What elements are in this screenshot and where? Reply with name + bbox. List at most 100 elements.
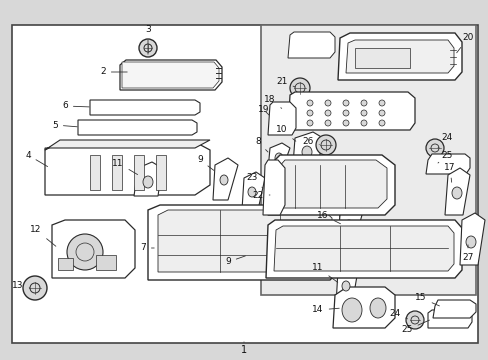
Polygon shape — [332, 287, 394, 328]
Polygon shape — [337, 208, 361, 240]
Text: 22: 22 — [252, 190, 269, 199]
Ellipse shape — [410, 316, 418, 324]
Ellipse shape — [76, 243, 94, 261]
Polygon shape — [134, 155, 143, 190]
Text: 21: 21 — [276, 77, 295, 87]
Ellipse shape — [341, 298, 361, 322]
Text: 10: 10 — [276, 126, 295, 141]
Ellipse shape — [378, 110, 384, 116]
Ellipse shape — [325, 100, 330, 106]
Text: 26: 26 — [302, 138, 319, 147]
Ellipse shape — [302, 146, 311, 158]
Ellipse shape — [143, 44, 152, 52]
Ellipse shape — [294, 83, 305, 93]
Ellipse shape — [451, 187, 461, 199]
FancyBboxPatch shape — [96, 255, 116, 270]
Text: 24: 24 — [437, 134, 452, 148]
Polygon shape — [90, 100, 200, 115]
Polygon shape — [337, 33, 461, 80]
Text: 5: 5 — [52, 121, 77, 130]
Ellipse shape — [342, 110, 348, 116]
Ellipse shape — [247, 187, 256, 197]
Polygon shape — [432, 300, 475, 318]
Text: 25: 25 — [437, 150, 452, 163]
Text: 6: 6 — [62, 102, 89, 111]
Polygon shape — [112, 155, 122, 190]
Ellipse shape — [142, 176, 153, 188]
Polygon shape — [427, 310, 471, 328]
Text: 7: 7 — [140, 243, 154, 252]
Ellipse shape — [369, 298, 385, 318]
Ellipse shape — [465, 236, 475, 248]
Ellipse shape — [220, 175, 227, 185]
Polygon shape — [292, 132, 323, 165]
Text: 14: 14 — [312, 306, 339, 315]
Text: 18: 18 — [264, 95, 281, 108]
Polygon shape — [52, 220, 135, 278]
Ellipse shape — [67, 234, 103, 270]
Text: 15: 15 — [414, 293, 439, 306]
Ellipse shape — [274, 153, 283, 163]
Polygon shape — [263, 160, 285, 215]
Polygon shape — [273, 226, 453, 271]
Polygon shape — [45, 140, 209, 150]
Ellipse shape — [306, 100, 312, 106]
Text: 1: 1 — [241, 342, 246, 355]
Text: 8: 8 — [255, 138, 267, 152]
FancyBboxPatch shape — [261, 25, 475, 295]
Polygon shape — [122, 62, 219, 88]
Ellipse shape — [305, 242, 312, 252]
Ellipse shape — [30, 283, 40, 293]
Ellipse shape — [425, 139, 443, 157]
Polygon shape — [45, 142, 209, 195]
Polygon shape — [459, 213, 484, 265]
FancyBboxPatch shape — [58, 258, 73, 270]
Polygon shape — [287, 32, 334, 58]
Ellipse shape — [378, 100, 384, 106]
Text: 24: 24 — [388, 309, 407, 319]
Polygon shape — [78, 120, 197, 135]
Text: 27: 27 — [461, 245, 473, 262]
Ellipse shape — [320, 140, 330, 150]
Ellipse shape — [360, 120, 366, 126]
Polygon shape — [335, 264, 357, 305]
Ellipse shape — [341, 281, 349, 291]
FancyBboxPatch shape — [354, 48, 409, 68]
Ellipse shape — [23, 276, 47, 300]
Polygon shape — [213, 158, 238, 200]
Text: 17: 17 — [443, 163, 455, 182]
Text: 11: 11 — [312, 264, 337, 282]
Text: 23: 23 — [246, 174, 263, 188]
Ellipse shape — [289, 78, 309, 98]
Polygon shape — [299, 224, 321, 265]
Polygon shape — [275, 160, 386, 208]
Ellipse shape — [306, 120, 312, 126]
Ellipse shape — [343, 220, 353, 232]
Polygon shape — [267, 155, 394, 215]
Text: 19: 19 — [258, 105, 269, 115]
Polygon shape — [90, 155, 100, 190]
Text: 11: 11 — [112, 158, 137, 175]
Polygon shape — [265, 220, 461, 278]
Text: 12: 12 — [30, 225, 56, 246]
Ellipse shape — [378, 120, 384, 126]
Text: 9: 9 — [224, 256, 245, 266]
Ellipse shape — [360, 100, 366, 106]
Ellipse shape — [325, 110, 330, 116]
Polygon shape — [287, 92, 414, 130]
Ellipse shape — [325, 120, 330, 126]
Polygon shape — [444, 168, 469, 215]
Polygon shape — [242, 172, 264, 210]
Polygon shape — [134, 162, 162, 196]
Ellipse shape — [315, 135, 335, 155]
Text: 3: 3 — [145, 26, 151, 54]
Text: 4: 4 — [25, 150, 47, 167]
Ellipse shape — [360, 110, 366, 116]
Polygon shape — [148, 205, 339, 280]
Text: 13: 13 — [12, 280, 30, 289]
Polygon shape — [158, 210, 331, 272]
Ellipse shape — [139, 39, 157, 57]
Text: 16: 16 — [317, 211, 340, 224]
Polygon shape — [425, 154, 469, 174]
Text: 2: 2 — [100, 68, 127, 77]
